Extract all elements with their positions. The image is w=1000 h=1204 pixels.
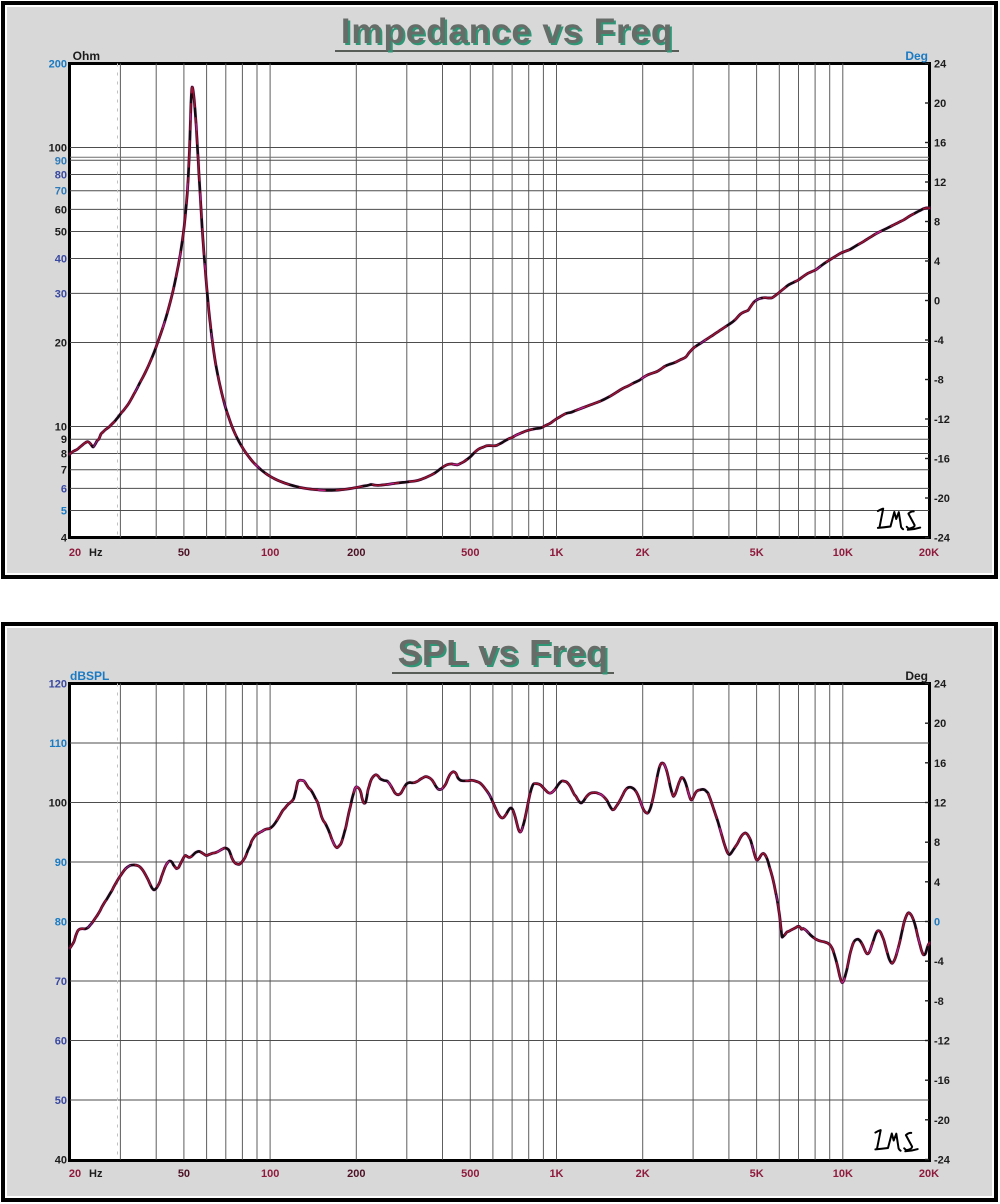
svg-text:2K: 2K — [636, 547, 650, 559]
svg-text:120: 120 — [49, 679, 67, 691]
svg-text:6: 6 — [61, 483, 67, 495]
svg-text:5K: 5K — [750, 547, 764, 559]
svg-text:20K: 20K — [919, 547, 939, 559]
svg-text:20: 20 — [69, 1168, 81, 1180]
svg-text:Deg: Deg — [905, 49, 928, 63]
svg-text:110: 110 — [49, 738, 67, 750]
svg-text:200: 200 — [347, 547, 365, 559]
svg-text:20: 20 — [934, 718, 946, 730]
svg-text:4: 4 — [934, 256, 941, 268]
svg-text:30: 30 — [55, 288, 67, 300]
svg-text:50: 50 — [55, 226, 67, 238]
svg-text:20: 20 — [55, 337, 67, 349]
svg-text:-8: -8 — [934, 375, 944, 387]
svg-text:-4: -4 — [934, 335, 945, 347]
svg-text:dBSPL: dBSPL — [70, 669, 109, 683]
svg-text:1K: 1K — [549, 547, 563, 559]
svg-text:24: 24 — [934, 679, 947, 691]
svg-text:500: 500 — [461, 1168, 479, 1180]
svg-text:500: 500 — [461, 547, 479, 559]
svg-text:20: 20 — [69, 547, 81, 559]
svg-text:Deg: Deg — [905, 669, 928, 683]
svg-text:60: 60 — [55, 1036, 67, 1048]
svg-text:70: 70 — [55, 976, 67, 988]
svg-text:10K: 10K — [833, 547, 853, 559]
svg-text:Hz: Hz — [89, 1168, 103, 1180]
svg-text:5: 5 — [61, 505, 67, 517]
svg-text:40: 40 — [55, 1155, 67, 1167]
svg-text:20K: 20K — [919, 1168, 939, 1180]
svg-text:80: 80 — [55, 170, 67, 182]
svg-text:20: 20 — [934, 98, 946, 110]
svg-text:70: 70 — [55, 186, 67, 198]
svg-text:12: 12 — [934, 177, 946, 189]
svg-text:50: 50 — [178, 547, 190, 559]
svg-text:100: 100 — [261, 547, 279, 559]
svg-text:-24: -24 — [934, 533, 951, 545]
svg-text:-12: -12 — [934, 1036, 950, 1048]
svg-text:16: 16 — [934, 758, 946, 770]
svg-text:90: 90 — [55, 857, 67, 869]
svg-text:100: 100 — [49, 142, 67, 154]
svg-text:8: 8 — [934, 217, 940, 229]
svg-text:7: 7 — [61, 465, 67, 477]
svg-text:-4: -4 — [934, 956, 945, 968]
svg-text:2K: 2K — [636, 1168, 650, 1180]
svg-text:60: 60 — [55, 204, 67, 216]
svg-text:24: 24 — [934, 59, 947, 71]
svg-text:1K: 1K — [549, 1168, 563, 1180]
svg-text:Hz: Hz — [89, 547, 103, 559]
svg-text:9: 9 — [61, 434, 67, 446]
svg-text:50: 50 — [55, 1095, 67, 1107]
svg-text:-20: -20 — [934, 493, 950, 505]
svg-text:10: 10 — [55, 421, 67, 433]
svg-text:90: 90 — [55, 155, 67, 167]
svg-text:4: 4 — [61, 533, 68, 545]
svg-text:40: 40 — [55, 254, 67, 266]
svg-text:80: 80 — [55, 917, 67, 929]
svg-text:-16: -16 — [934, 454, 950, 466]
svg-text:10K: 10K — [833, 1168, 853, 1180]
svg-text:-20: -20 — [934, 1115, 950, 1127]
svg-text:100: 100 — [261, 1168, 279, 1180]
svg-text:-12: -12 — [934, 414, 950, 426]
svg-text:5K: 5K — [750, 1168, 764, 1180]
svg-text:100: 100 — [49, 798, 67, 810]
svg-text:0: 0 — [934, 917, 940, 929]
svg-text:200: 200 — [347, 1168, 365, 1180]
svg-text:0: 0 — [934, 296, 940, 308]
svg-text:200: 200 — [49, 59, 67, 71]
svg-text:Ohm: Ohm — [73, 49, 100, 63]
svg-text:-24: -24 — [934, 1155, 951, 1167]
svg-text:-8: -8 — [934, 996, 944, 1008]
svg-text:12: 12 — [934, 798, 946, 810]
svg-text:16: 16 — [934, 138, 946, 150]
svg-text:-16: -16 — [934, 1075, 950, 1087]
svg-text:50: 50 — [178, 1168, 190, 1180]
svg-text:4: 4 — [934, 877, 941, 889]
svg-text:8: 8 — [61, 449, 67, 461]
svg-text:8: 8 — [934, 837, 940, 849]
